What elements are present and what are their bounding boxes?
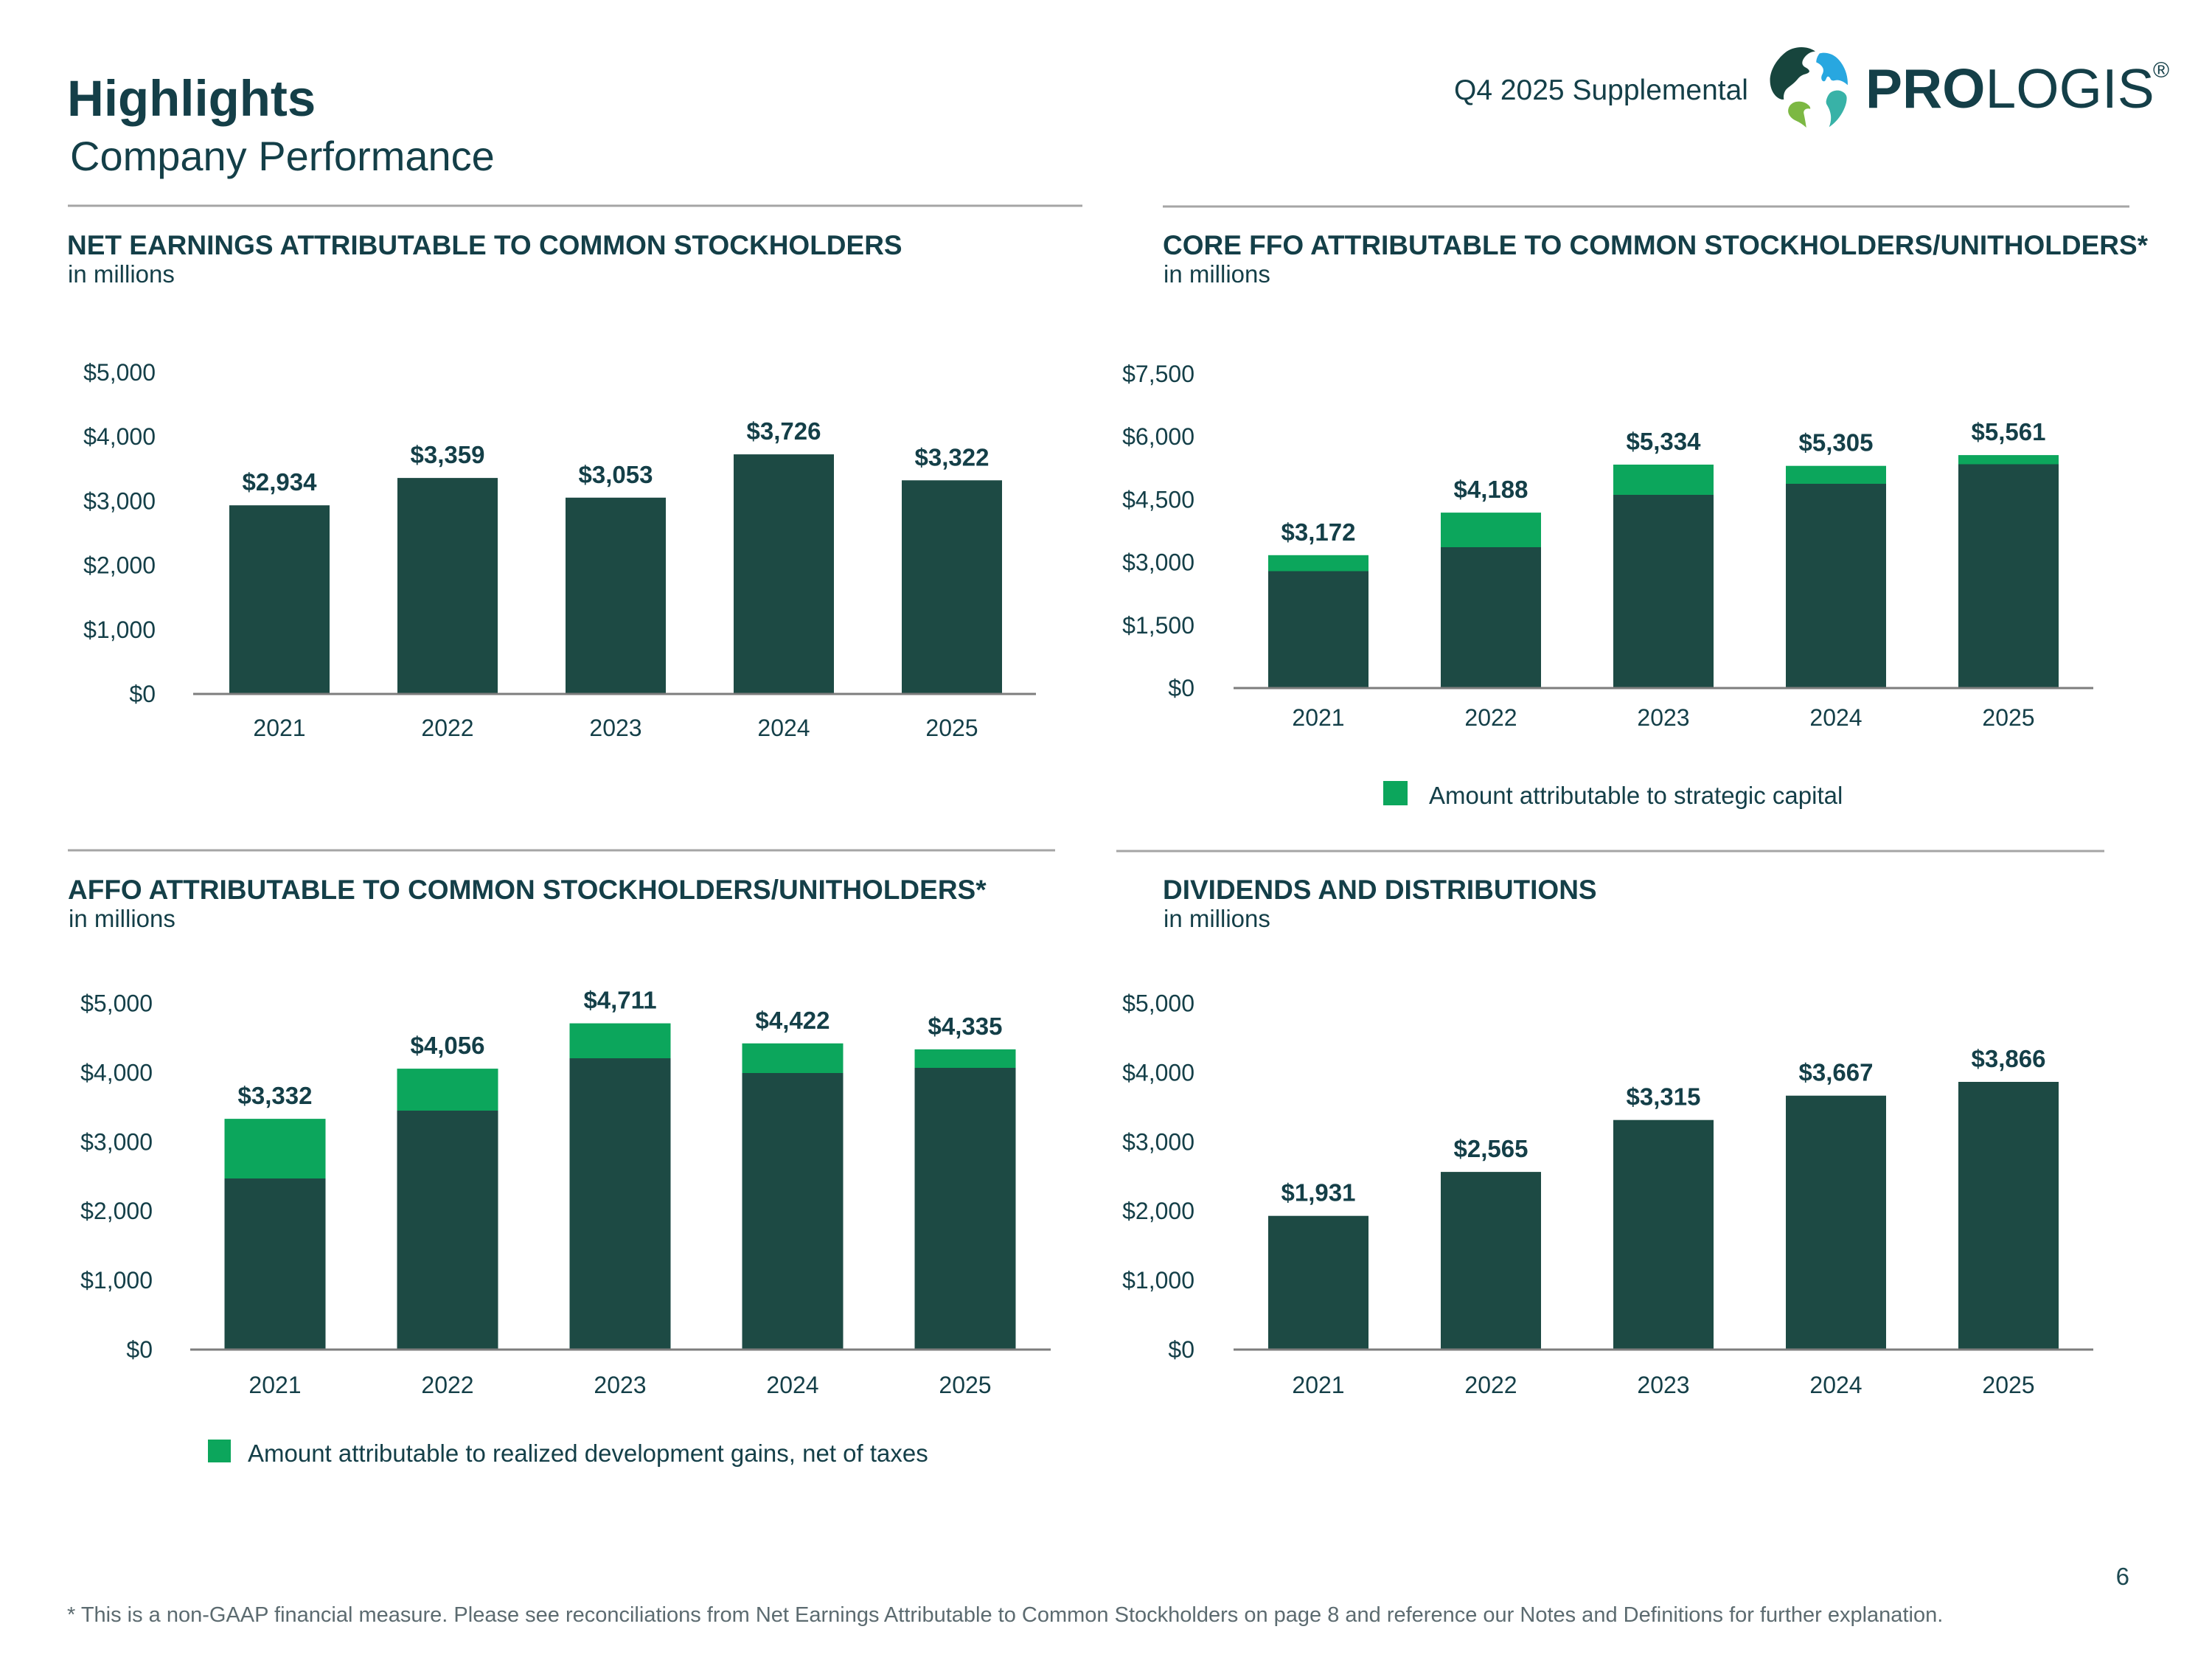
svg-text:2021: 2021 <box>1292 704 1344 731</box>
svg-text:in millions: in millions <box>69 905 175 932</box>
svg-text:$6,000: $6,000 <box>1122 423 1194 450</box>
svg-text:$3,322: $3,322 <box>915 443 990 471</box>
svg-text:$5,000: $5,000 <box>83 359 156 386</box>
svg-text:Q4 2025 Supplemental: Q4 2025 Supplemental <box>1454 74 1748 106</box>
svg-text:$4,000: $4,000 <box>83 423 156 450</box>
svg-text:$3,332: $3,332 <box>238 1082 313 1109</box>
svg-text:$4,000: $4,000 <box>1122 1059 1194 1086</box>
svg-text:Amount attributable to strateg: Amount attributable to strategic capital <box>1429 782 1843 809</box>
svg-text:2022: 2022 <box>421 715 473 741</box>
svg-text:Company Performance: Company Performance <box>70 133 495 179</box>
svg-text:* This is a non-GAAP financial: * This is a non-GAAP financial measure. … <box>67 1603 1943 1627</box>
svg-text:$4,056: $4,056 <box>411 1032 485 1059</box>
svg-text:$4,335: $4,335 <box>928 1013 1003 1040</box>
svg-text:$2,934: $2,934 <box>243 468 318 496</box>
svg-text:2025: 2025 <box>1982 704 2034 731</box>
svg-text:$4,422: $4,422 <box>756 1007 830 1034</box>
svg-text:PROLOGIS: PROLOGIS <box>1865 58 2154 119</box>
svg-text:$1,000: $1,000 <box>83 617 156 643</box>
svg-text:$2,565: $2,565 <box>1454 1135 1528 1162</box>
svg-text:$1,000: $1,000 <box>80 1267 153 1294</box>
svg-text:2024: 2024 <box>757 715 810 741</box>
svg-text:$4,711: $4,711 <box>583 987 656 1014</box>
svg-text:$7,500: $7,500 <box>1122 361 1194 387</box>
svg-text:$5,000: $5,000 <box>1122 990 1194 1017</box>
svg-text:$0: $0 <box>126 1336 153 1363</box>
svg-text:$1,000: $1,000 <box>1122 1267 1194 1294</box>
svg-text:2021: 2021 <box>248 1372 301 1398</box>
svg-text:$2,000: $2,000 <box>80 1198 153 1224</box>
svg-text:$3,359: $3,359 <box>411 441 485 468</box>
svg-text:$1,931: $1,931 <box>1281 1179 1356 1207</box>
svg-text:$4,500: $4,500 <box>1122 486 1194 513</box>
svg-text:$3,726: $3,726 <box>747 417 821 445</box>
svg-text:2021: 2021 <box>253 715 305 741</box>
svg-text:$5,305: $5,305 <box>1799 429 1874 456</box>
svg-text:NET EARNINGS ATTRIBUTABLE TO C: NET EARNINGS ATTRIBUTABLE TO COMMON STOC… <box>67 230 902 260</box>
svg-text:2023: 2023 <box>594 1372 646 1398</box>
svg-text:2022: 2022 <box>421 1372 473 1398</box>
svg-text:$0: $0 <box>1168 675 1194 701</box>
svg-text:2022: 2022 <box>1464 1372 1517 1398</box>
svg-text:$2,000: $2,000 <box>1122 1198 1194 1224</box>
svg-text:2025: 2025 <box>1982 1372 2034 1398</box>
svg-text:2023: 2023 <box>1637 704 1689 731</box>
svg-text:$4,188: $4,188 <box>1454 476 1528 503</box>
svg-text:$3,000: $3,000 <box>80 1128 153 1155</box>
svg-text:CORE FFO ATTRIBUTABLE TO COMMO: CORE FFO ATTRIBUTABLE TO COMMON STOCKHOL… <box>1163 230 2149 260</box>
svg-text:2024: 2024 <box>1809 1372 1862 1398</box>
svg-text:$0: $0 <box>129 681 156 707</box>
svg-text:$0: $0 <box>1168 1336 1194 1363</box>
svg-text:2025: 2025 <box>925 715 978 741</box>
svg-text:in millions: in millions <box>1164 260 1270 288</box>
svg-text:in millions: in millions <box>1164 905 1270 932</box>
svg-text:$3,667: $3,667 <box>1799 1059 1874 1086</box>
svg-text:$3,172: $3,172 <box>1281 518 1356 546</box>
svg-text:in millions: in millions <box>68 260 175 288</box>
svg-text:2023: 2023 <box>1637 1372 1689 1398</box>
svg-text:®: ® <box>2153 58 2169 83</box>
svg-text:$3,000: $3,000 <box>1122 1128 1194 1155</box>
svg-text:$5,561: $5,561 <box>1972 418 2046 445</box>
svg-text:$3,053: $3,053 <box>579 461 653 488</box>
svg-text:$3,866: $3,866 <box>1972 1045 2046 1072</box>
svg-text:$2,000: $2,000 <box>83 552 156 579</box>
svg-text:2023: 2023 <box>589 715 641 741</box>
svg-text:AFFO ATTRIBUTABLE TO COMMON ST: AFFO ATTRIBUTABLE TO COMMON STOCKHOLDERS… <box>68 875 987 905</box>
svg-text:6: 6 <box>2116 1563 2129 1590</box>
svg-text:$1,500: $1,500 <box>1122 612 1194 639</box>
svg-text:2025: 2025 <box>939 1372 991 1398</box>
svg-text:$5,000: $5,000 <box>80 990 153 1017</box>
svg-text:2024: 2024 <box>1809 704 1862 731</box>
svg-text:Amount attributable to realize: Amount attributable to realized developm… <box>248 1440 928 1467</box>
svg-text:2022: 2022 <box>1464 704 1517 731</box>
svg-text:2024: 2024 <box>766 1372 818 1398</box>
svg-text:$3,000: $3,000 <box>83 487 156 514</box>
svg-text:2021: 2021 <box>1292 1372 1344 1398</box>
svg-text:Highlights: Highlights <box>67 70 316 127</box>
svg-text:$3,315: $3,315 <box>1627 1083 1701 1111</box>
svg-text:DIVIDENDS AND DISTRIBUTIONS: DIVIDENDS AND DISTRIBUTIONS <box>1163 875 1597 905</box>
svg-text:$4,000: $4,000 <box>80 1059 153 1086</box>
svg-text:$3,000: $3,000 <box>1122 549 1194 576</box>
svg-text:$5,334: $5,334 <box>1627 428 1702 455</box>
